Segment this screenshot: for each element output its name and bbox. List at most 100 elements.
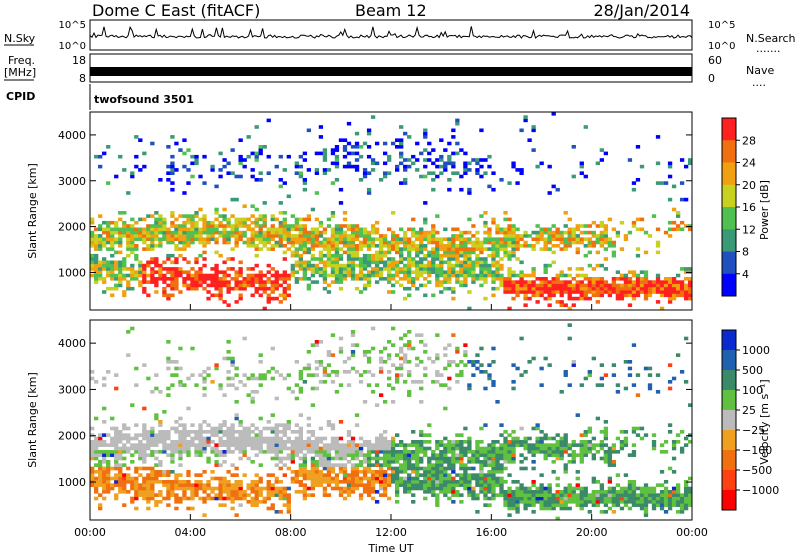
velocity-cell — [275, 433, 279, 437]
velocity-cell — [459, 483, 463, 487]
velocity-cell — [616, 437, 620, 441]
power-cell — [407, 270, 411, 274]
velocity-cell — [668, 387, 672, 391]
power-cell — [479, 158, 483, 162]
power-cell — [263, 290, 267, 294]
power-cell — [411, 277, 415, 281]
velocity-cell — [118, 437, 122, 441]
velocity-cell — [138, 483, 142, 487]
velocity-cell — [355, 370, 359, 374]
velocity-cell — [355, 480, 359, 484]
velocity-cell — [515, 440, 519, 444]
velocity-cell — [684, 503, 688, 507]
power-cell — [186, 148, 190, 152]
power-cell — [407, 237, 411, 241]
power-cell — [447, 254, 451, 258]
velocity-cell — [435, 373, 439, 377]
velocity-cell — [319, 457, 323, 461]
power-cell — [303, 237, 307, 241]
velocity-cell — [222, 477, 226, 481]
velocity-cell — [259, 450, 263, 454]
velocity-cell — [347, 433, 351, 437]
power-cell — [435, 274, 439, 278]
power-cell — [106, 234, 110, 238]
velocity-cell — [672, 457, 676, 461]
velocity-cell — [98, 507, 102, 511]
velocity-cell — [186, 507, 190, 511]
power-cell — [295, 261, 299, 265]
velocity-cell — [387, 467, 391, 471]
power-cell — [664, 287, 668, 291]
power-cell — [347, 234, 351, 238]
power-cell — [423, 132, 427, 136]
velocity-cell — [106, 443, 110, 447]
velocity-cell — [415, 487, 419, 491]
velocity-cell — [142, 487, 146, 491]
velocity-cell — [275, 443, 279, 447]
power-cell — [580, 280, 584, 284]
velocity-cell — [251, 377, 255, 381]
power-cell — [251, 274, 255, 278]
power-cell — [210, 221, 214, 225]
velocity-cell — [243, 437, 247, 441]
velocity-cell — [170, 470, 174, 474]
velocity-cell — [395, 377, 399, 381]
power-y-label: Slant Range [km] — [26, 163, 39, 259]
velocity-cell — [367, 457, 371, 461]
velocity-cell — [672, 503, 676, 507]
power-cell — [455, 257, 459, 261]
velocity-cell — [234, 417, 238, 421]
power-cell — [503, 251, 507, 255]
power-cell — [544, 284, 548, 288]
velocity-cell — [531, 480, 535, 484]
velocity-cell — [154, 463, 158, 467]
power-cell — [359, 178, 363, 182]
velocity-cell — [475, 477, 479, 481]
velocity-cell — [439, 460, 443, 464]
velocity-cell — [367, 467, 371, 471]
velocity-cell — [222, 487, 226, 491]
velocity-cell — [222, 393, 226, 397]
power-cell — [367, 241, 371, 245]
velocity-cell — [226, 483, 230, 487]
velocity-cell — [307, 350, 311, 354]
velocity-cell — [535, 500, 539, 504]
power-cell — [435, 277, 439, 281]
velocity-cell — [383, 447, 387, 451]
velocity-cell — [395, 433, 399, 437]
power-cell — [343, 274, 347, 278]
power-cell — [335, 267, 339, 271]
power-cell — [102, 277, 106, 281]
power-cell — [307, 241, 311, 245]
velocity-cell — [182, 433, 186, 437]
velocity-cell — [580, 453, 584, 457]
velocity-cell — [592, 477, 596, 481]
velocity-cell — [443, 367, 447, 371]
power-cell — [588, 231, 592, 235]
velocity-cell — [118, 467, 122, 471]
velocity-cell — [636, 433, 640, 437]
velocity-cell — [311, 457, 315, 461]
velocity-cell — [435, 493, 439, 497]
power-cell — [507, 228, 511, 232]
velocity-cell — [234, 473, 238, 477]
velocity-cell — [519, 487, 523, 491]
velocity-cell — [495, 440, 499, 444]
velocity-cell — [600, 457, 604, 461]
velocity-cell — [539, 500, 543, 504]
velocity-cell — [487, 503, 491, 507]
velocity-cell — [307, 373, 311, 377]
velocity-cell — [166, 360, 170, 364]
velocity-cell — [275, 437, 279, 441]
power-cell — [600, 224, 604, 228]
power-cell — [648, 234, 652, 238]
velocity-cell — [327, 443, 331, 447]
velocity-cell — [343, 453, 347, 457]
velocity-cell — [527, 360, 531, 364]
velocity-cell — [307, 473, 311, 477]
power-cell — [182, 138, 186, 142]
velocity-cell — [539, 487, 543, 491]
velocity-cell — [628, 487, 632, 491]
velocity-cell — [415, 467, 419, 471]
power-cell — [451, 237, 455, 241]
